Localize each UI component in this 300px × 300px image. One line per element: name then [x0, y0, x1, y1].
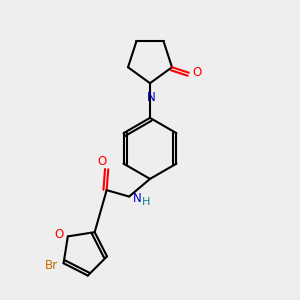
Text: H: H — [142, 197, 150, 207]
Text: N: N — [133, 192, 142, 205]
Text: Br: Br — [45, 259, 58, 272]
Text: O: O — [55, 228, 64, 241]
Text: O: O — [193, 66, 202, 79]
Text: O: O — [98, 155, 107, 168]
Text: N: N — [147, 91, 156, 104]
